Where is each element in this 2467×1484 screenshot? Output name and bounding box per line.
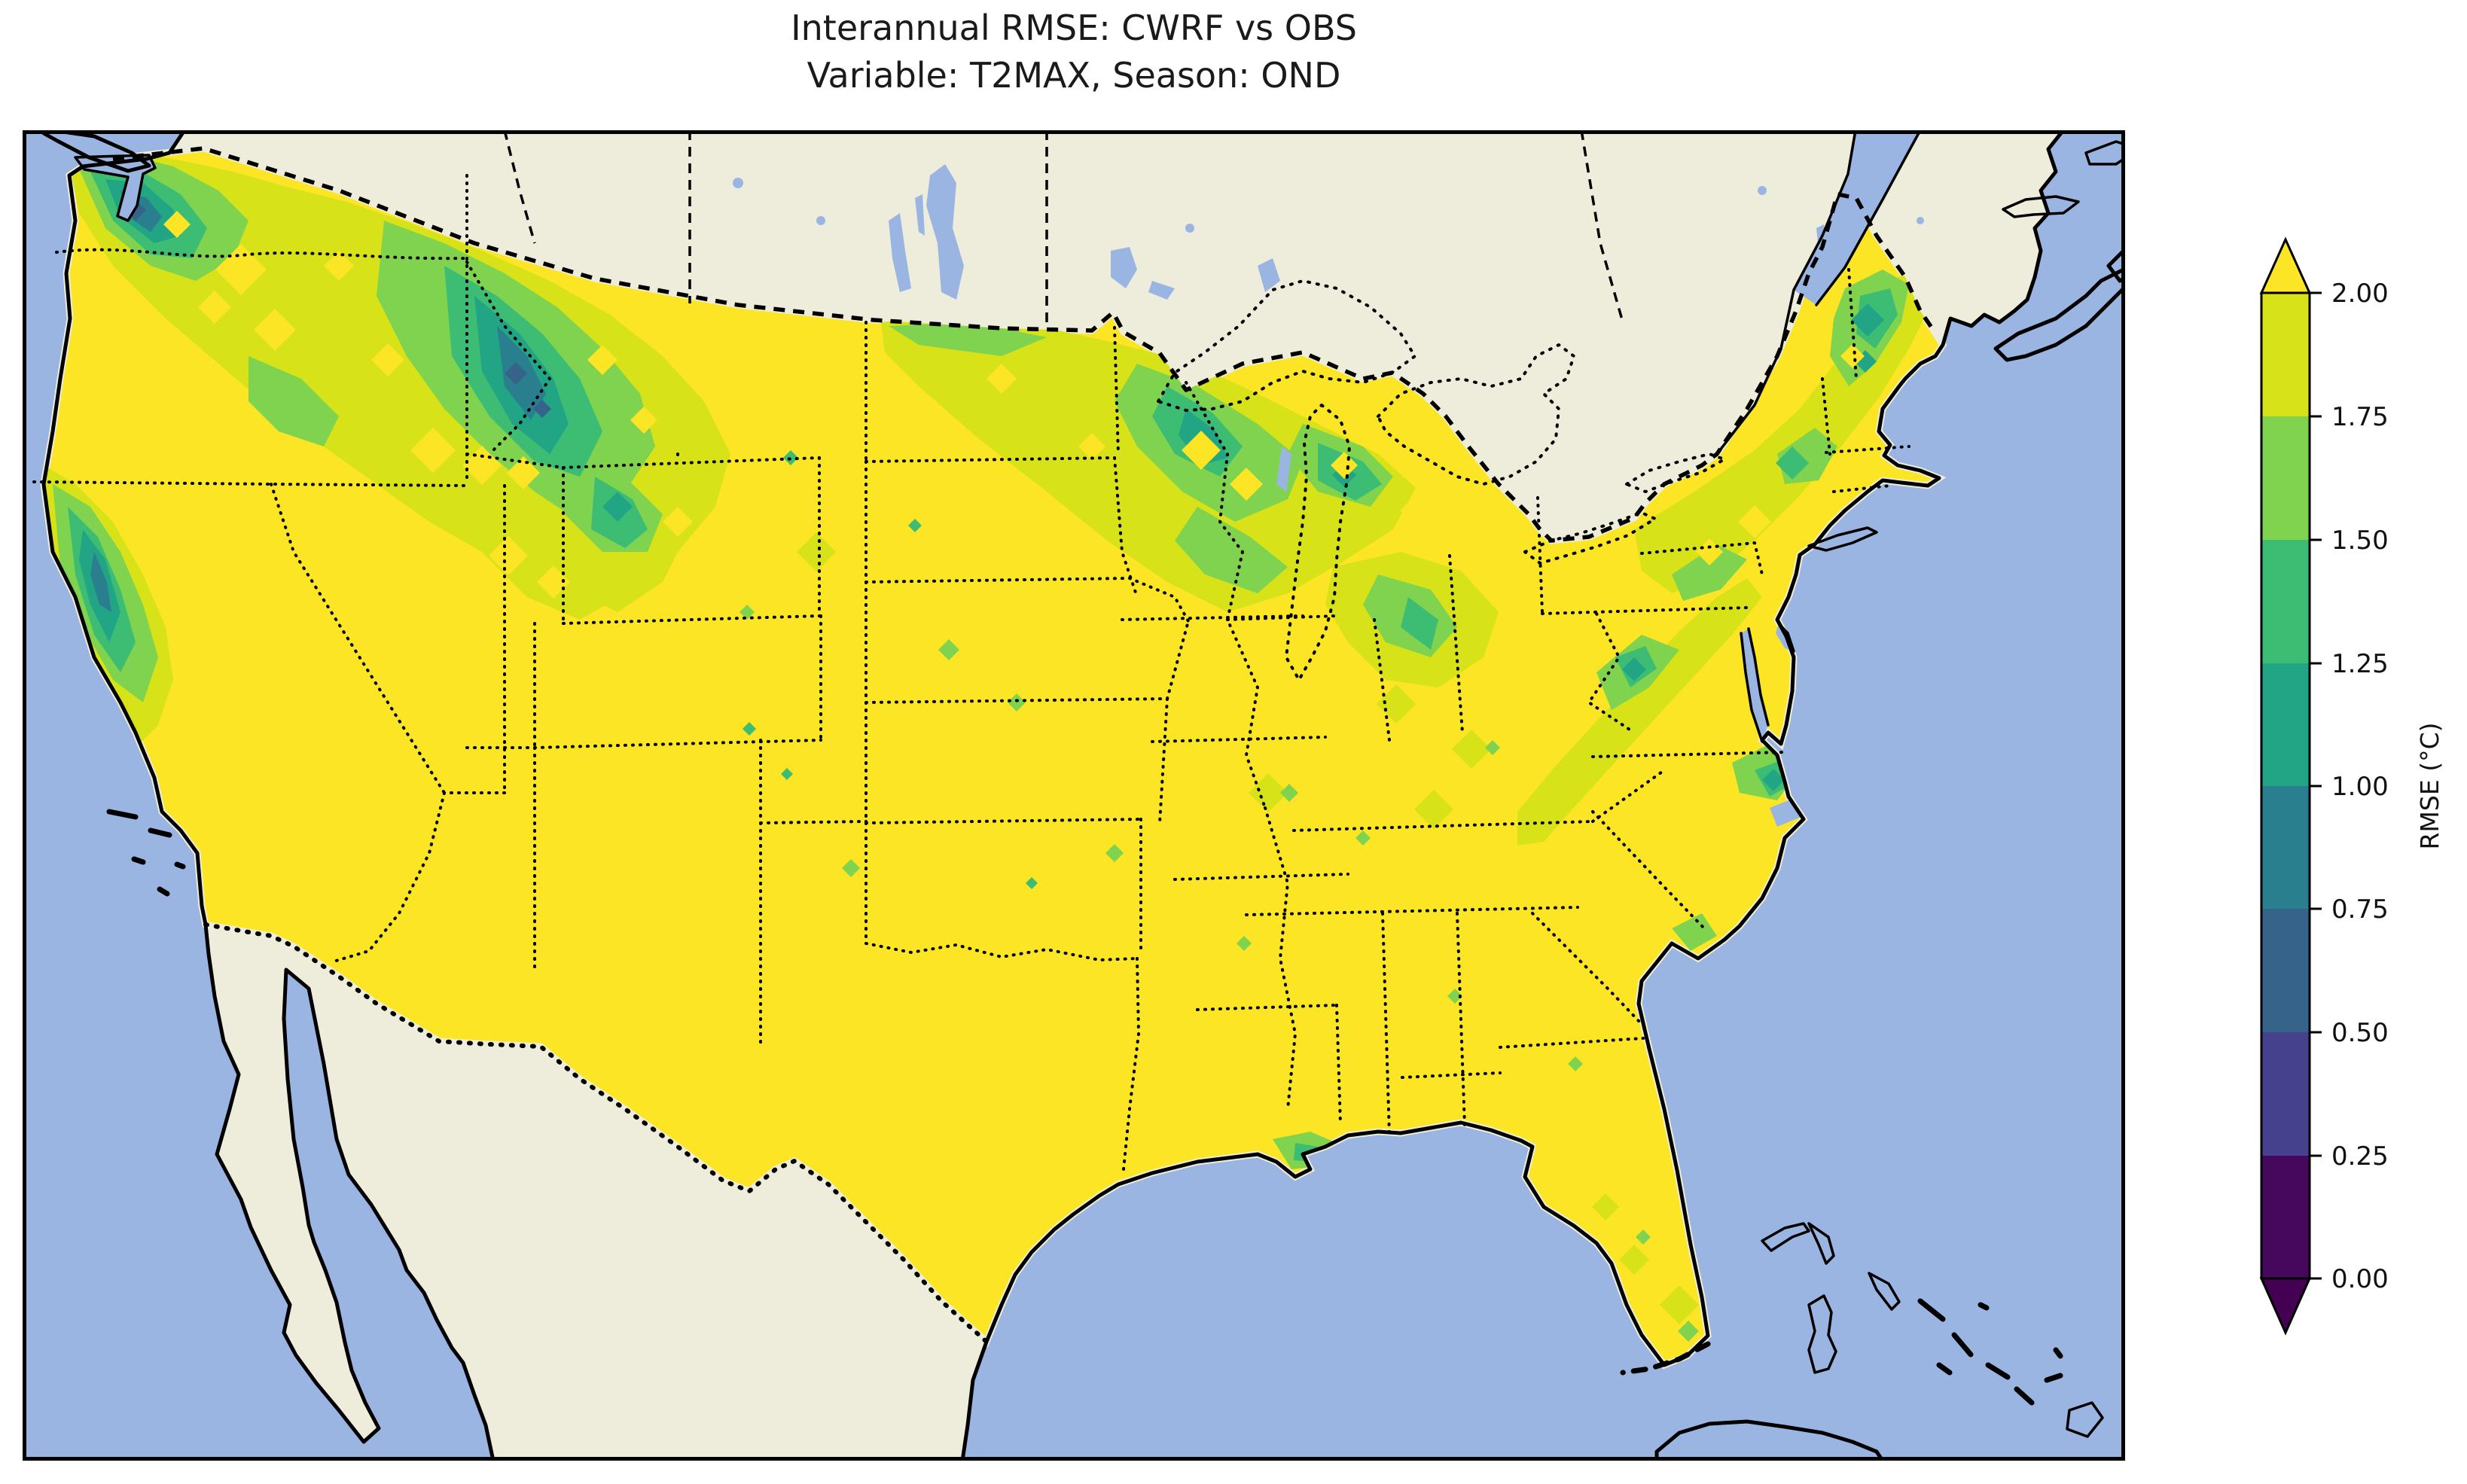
colorbar-axis-label: RMSE (°C) <box>2415 723 2444 850</box>
bahamas-andros <box>1807 1294 1837 1374</box>
vancouver-island <box>41 130 151 173</box>
colorbar-tick-label: 1.00 <box>2331 772 2389 802</box>
figure-title: Interannual RMSE: CWRF vs OBS Variable: … <box>23 5 2125 100</box>
cape-breton <box>2106 246 2125 283</box>
island-inagua <box>2066 1401 2104 1438</box>
lake-superior <box>1157 279 1416 412</box>
colorbar-tick-label: 0.50 <box>2331 1018 2389 1048</box>
figure-title-line1: Interannual RMSE: CWRF vs OBS <box>791 8 1357 48</box>
st-lawrence-estuary <box>1794 130 1920 305</box>
channel-islands <box>106 809 186 897</box>
colorbar-segment <box>2261 663 2310 786</box>
prince-edward-island <box>2002 195 2080 218</box>
lake-erie <box>1523 511 1657 565</box>
us-canada-border <box>112 146 1934 543</box>
puget-shoreline <box>74 154 157 222</box>
colorbar-svg: 2.00 1.75 1.50 1.25 1.00 0.75 0.50 0.25 … <box>2259 236 2444 1336</box>
colorbar-tick-label: 0.75 <box>2331 894 2389 925</box>
lake-michigan <box>1285 404 1351 681</box>
colorbar-segment <box>2261 540 2310 663</box>
canada-lakes <box>733 164 1924 300</box>
colorbar-tick-label: 0.00 <box>2331 1264 2389 1294</box>
colorbar-tick-label: 1.25 <box>2331 649 2389 679</box>
state-borders <box>32 174 1910 1171</box>
map-frame <box>23 130 2125 1461</box>
green-bay <box>1276 446 1291 492</box>
lake-ontario <box>1625 453 1726 493</box>
great-lakes <box>1157 279 1726 681</box>
long-island <box>1807 526 1878 552</box>
cuba <box>1654 1419 1885 1461</box>
nova-scotia <box>1993 267 2125 362</box>
colorbar-segment <box>2261 786 2310 909</box>
us-mexico-border <box>203 922 989 1344</box>
coastline-west <box>41 130 496 1461</box>
contour-over-speckles <box>163 211 1865 626</box>
colorbar-tick-labels: 2.00 1.75 1.50 1.25 1.00 0.75 0.50 0.25 … <box>2331 279 2389 1294</box>
colorbar-segments <box>2261 293 2310 1278</box>
bahamas-grand-bahama <box>1761 1222 1810 1252</box>
colorbar-tick-label: 0.25 <box>2331 1141 2389 1172</box>
figure-title-line2: Variable: T2MAX, Season: OND <box>807 55 1341 96</box>
puget-sound <box>75 155 155 221</box>
canada-province-borders <box>503 130 1624 328</box>
island-top-right <box>2084 140 2125 166</box>
coastline-gulf-atlantic <box>960 130 2066 1461</box>
bahamas-abaco <box>1807 1222 1835 1265</box>
colorbar-under-triangle <box>2259 1277 2312 1336</box>
colorbar-segment <box>2261 1032 2310 1156</box>
colorbar-over-triangle <box>2259 236 2312 294</box>
lake-huron <box>1377 343 1575 486</box>
colorbar-tick-label: 1.50 <box>2331 526 2389 556</box>
colorbar-segment <box>2261 293 2310 416</box>
bahamas-small-cays <box>1917 1298 2063 1406</box>
colorbar-segment <box>2261 1156 2310 1278</box>
map-axes <box>23 130 2125 1461</box>
map-svg <box>23 130 2125 1461</box>
colorbar-ticks <box>2310 291 2322 1280</box>
colorbar-segment <box>2261 909 2310 1032</box>
colorbar-segment <box>2261 416 2310 540</box>
colorbar-tick-label: 1.75 <box>2331 402 2389 432</box>
colorbar: 2.00 1.75 1.50 1.25 1.00 0.75 0.50 0.25 … <box>2259 218 2467 1393</box>
bahamas-eleuthera <box>1868 1272 1901 1311</box>
colorbar-tick-label: 2.00 <box>2331 279 2389 309</box>
